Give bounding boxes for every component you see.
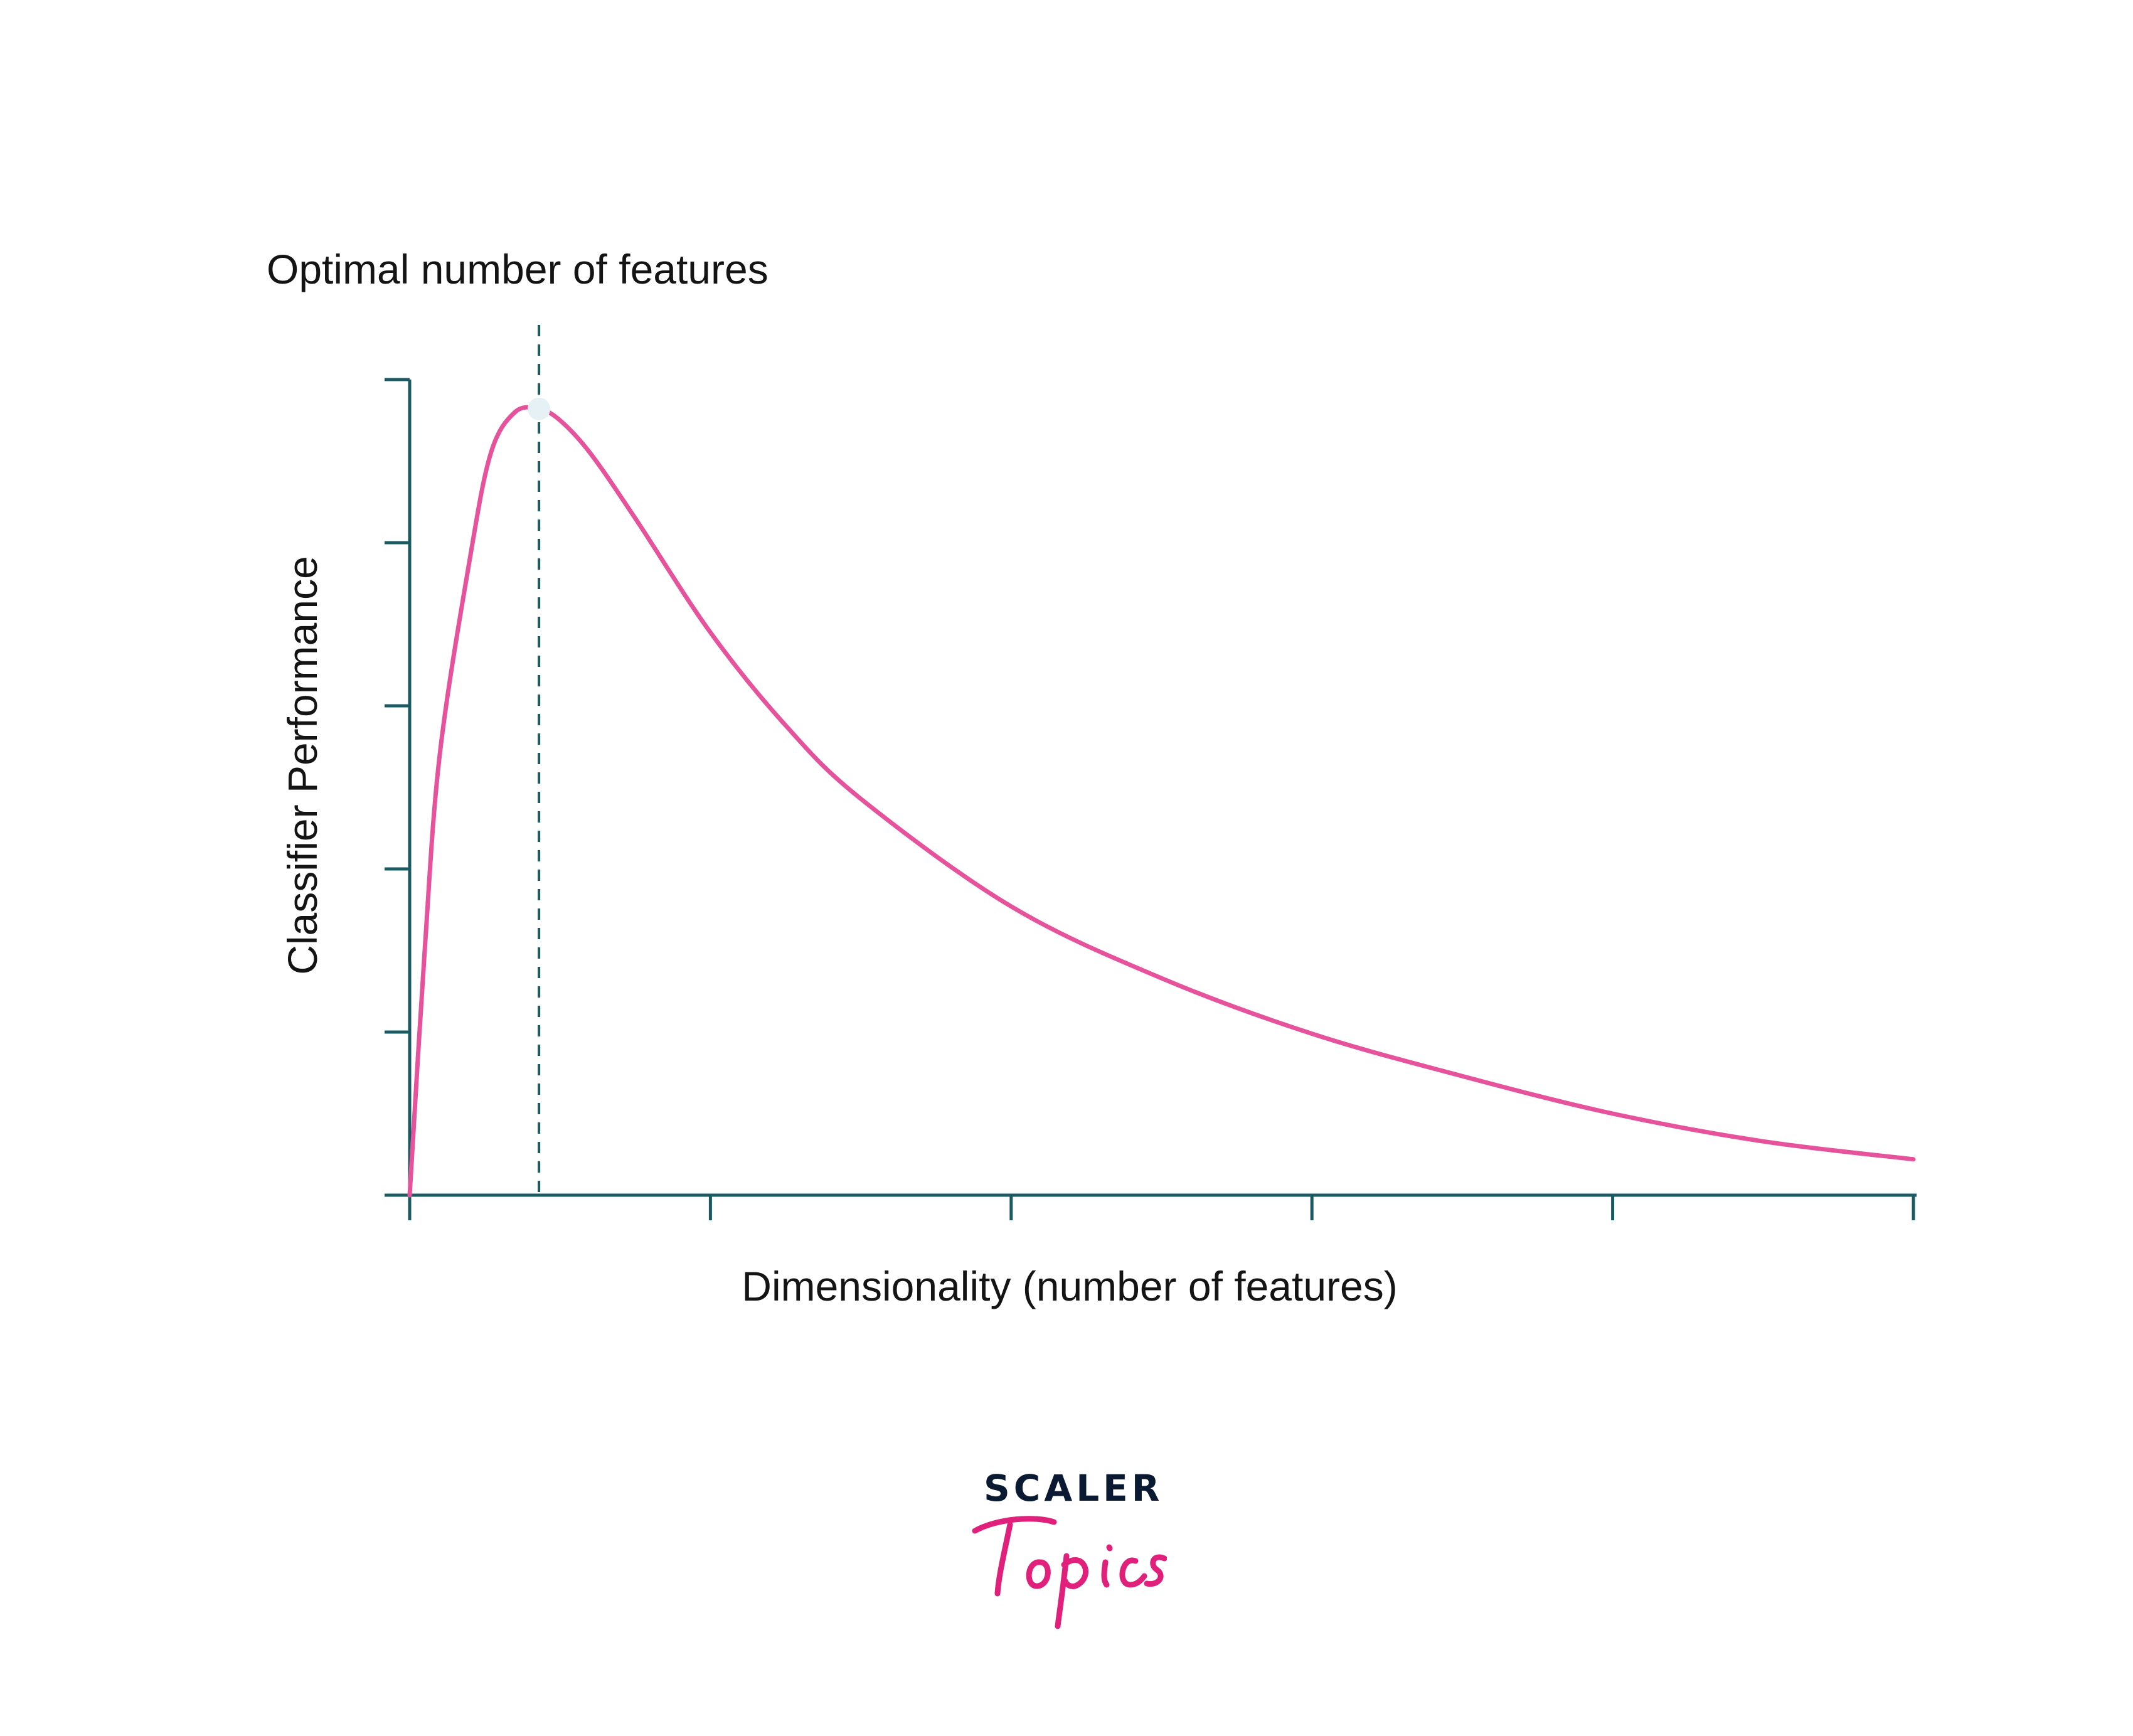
data-point bbox=[514, 411, 516, 413]
chart-axes bbox=[385, 378, 1917, 1220]
data-point bbox=[1461, 1075, 1464, 1077]
data-point bbox=[784, 724, 787, 727]
logo-word-scaler: SCALER bbox=[984, 1467, 1163, 1510]
data-point bbox=[469, 558, 471, 560]
data-point bbox=[439, 754, 441, 756]
data-point bbox=[1912, 1158, 1915, 1161]
data-point bbox=[634, 517, 637, 519]
data-point bbox=[1010, 905, 1013, 908]
data-point bbox=[859, 797, 862, 800]
data-point bbox=[1311, 1033, 1313, 1035]
y-axis-label: Classifier Performance bbox=[279, 556, 326, 975]
data-point bbox=[1762, 1140, 1764, 1142]
scaler-topics-logo: SCALER bbox=[972, 1467, 1167, 1629]
data-point bbox=[559, 419, 561, 422]
data-point bbox=[709, 631, 711, 634]
y-ticks bbox=[385, 378, 410, 1197]
optimal-features-annotation: Optimal number of features bbox=[267, 246, 769, 292]
data-point bbox=[589, 452, 592, 454]
data-point bbox=[489, 452, 492, 454]
performance-curve bbox=[407, 405, 1916, 1198]
x-axis-label: Dimensionality (number of features) bbox=[742, 1263, 1397, 1309]
data-point bbox=[408, 1194, 411, 1196]
data-point bbox=[1161, 977, 1163, 979]
curve-data-points bbox=[408, 408, 1915, 1196]
peak-marker bbox=[528, 397, 551, 420]
data-point bbox=[423, 949, 426, 952]
logo-word-topics bbox=[972, 1516, 1167, 1629]
x-ticks bbox=[408, 1195, 1915, 1220]
data-point bbox=[1612, 1112, 1614, 1115]
